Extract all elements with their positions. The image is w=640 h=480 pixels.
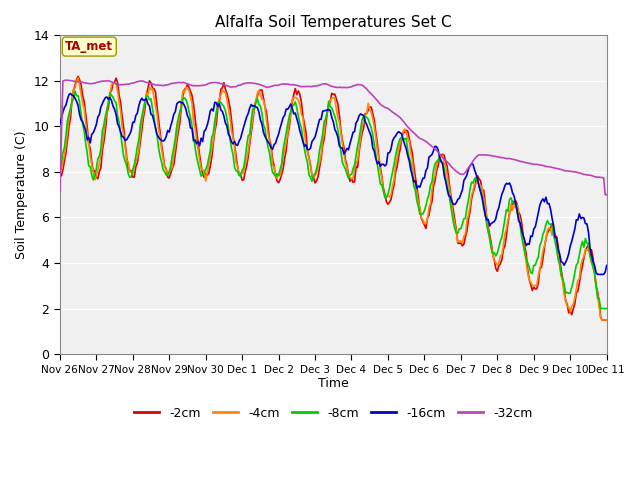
Y-axis label: Soil Temperature (C): Soil Temperature (C) [15, 131, 28, 259]
Title: Alfalfa Soil Temperatures Set C: Alfalfa Soil Temperatures Set C [215, 15, 452, 30]
Legend: -2cm, -4cm, -8cm, -16cm, -32cm: -2cm, -4cm, -8cm, -16cm, -32cm [129, 402, 538, 425]
X-axis label: Time: Time [318, 377, 349, 390]
Text: TA_met: TA_met [65, 40, 113, 53]
